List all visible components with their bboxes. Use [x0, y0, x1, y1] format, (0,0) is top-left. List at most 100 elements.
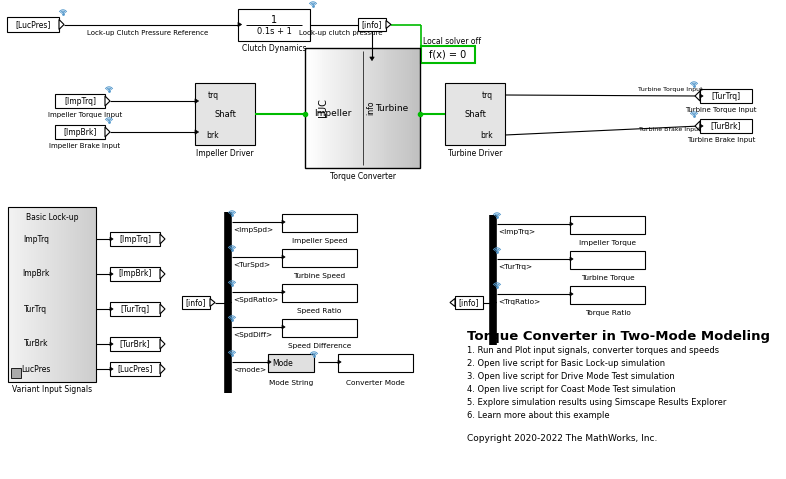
Text: ImpBrk: ImpBrk	[22, 270, 50, 278]
Text: 3. Open live script for Drive Mode Test simulation: 3. Open live script for Drive Mode Test …	[467, 372, 674, 381]
Text: <TurSpd>: <TurSpd>	[233, 262, 270, 268]
Text: Impeller: Impeller	[314, 109, 351, 117]
Text: [LucPres]: [LucPres]	[15, 20, 50, 29]
Bar	[83, 207, 86, 382]
Text: info: info	[366, 101, 375, 115]
Bar	[46, 207, 49, 382]
Polygon shape	[238, 23, 241, 27]
Bar	[445, 83, 505, 145]
Polygon shape	[338, 360, 341, 364]
Polygon shape	[450, 298, 455, 307]
Bar	[75, 207, 77, 382]
Text: Turbine Torque Input: Turbine Torque Input	[685, 107, 757, 113]
Bar	[90, 207, 93, 382]
Text: Impeller Brake Input: Impeller Brake Input	[50, 143, 120, 149]
Text: [info]: [info]	[459, 298, 479, 307]
Bar	[79, 207, 81, 382]
Bar	[397, 48, 399, 168]
Bar	[393, 48, 395, 168]
Text: Impeller Torque Input: Impeller Torque Input	[48, 112, 122, 118]
Bar	[314, 48, 317, 168]
Bar	[73, 207, 75, 382]
Bar	[337, 48, 340, 168]
Bar	[282, 249, 357, 267]
Bar	[19, 207, 20, 382]
Bar	[357, 48, 359, 168]
Polygon shape	[110, 307, 113, 311]
Bar	[330, 48, 332, 168]
Bar	[110, 302, 160, 316]
Bar	[414, 48, 417, 168]
Bar	[343, 48, 346, 168]
Bar	[53, 207, 56, 382]
Bar	[405, 48, 407, 168]
Text: brk: brk	[481, 130, 494, 139]
Bar	[402, 48, 405, 168]
Bar	[57, 207, 60, 382]
Bar	[345, 48, 347, 168]
Bar	[410, 48, 413, 168]
Text: Impeller Speed: Impeller Speed	[292, 238, 347, 244]
Polygon shape	[160, 339, 165, 349]
Bar	[351, 48, 354, 168]
Polygon shape	[282, 255, 285, 259]
Text: [TurTrq]: [TurTrq]	[711, 91, 740, 101]
Text: Torque Converter in Two-Mode Modeling: Torque Converter in Two-Mode Modeling	[467, 330, 770, 343]
Text: Converter Mode: Converter Mode	[346, 380, 405, 386]
Polygon shape	[268, 360, 271, 364]
Text: Impeller Torque: Impeller Torque	[579, 240, 636, 246]
Text: [info]: [info]	[185, 298, 206, 307]
Bar	[52, 207, 54, 382]
Bar	[268, 354, 314, 372]
Bar	[305, 48, 307, 168]
Polygon shape	[700, 124, 703, 128]
Bar	[317, 48, 319, 168]
Bar	[406, 48, 409, 168]
Bar	[64, 207, 67, 382]
Polygon shape	[695, 91, 700, 101]
Bar	[340, 48, 342, 168]
Bar	[26, 207, 28, 382]
Bar	[12, 207, 14, 382]
Bar	[282, 214, 357, 232]
Bar	[385, 48, 388, 168]
Bar	[66, 207, 68, 382]
Bar	[77, 207, 79, 382]
Bar	[391, 48, 394, 168]
Text: [ImpTrq]: [ImpTrq]	[64, 96, 96, 105]
Bar	[361, 48, 363, 168]
Text: <SpdRatio>: <SpdRatio>	[233, 297, 278, 303]
Bar	[369, 48, 371, 168]
Text: 6. Learn more about this example: 6. Learn more about this example	[467, 411, 610, 420]
Bar	[358, 18, 386, 31]
Bar	[700, 119, 752, 133]
Polygon shape	[493, 300, 497, 305]
Bar	[338, 354, 413, 372]
Polygon shape	[160, 364, 165, 374]
Text: Local solver off: Local solver off	[423, 36, 481, 46]
Bar	[347, 48, 350, 168]
Text: Torque Converter: Torque Converter	[329, 171, 395, 181]
Bar	[50, 207, 53, 382]
Bar	[195, 83, 255, 145]
Polygon shape	[570, 222, 573, 226]
Bar	[42, 207, 44, 382]
Bar	[326, 48, 329, 168]
Bar	[31, 207, 33, 382]
Text: 2. Open live script for Basic Lock-up simulation: 2. Open live script for Basic Lock-up si…	[467, 359, 665, 368]
Bar	[80, 207, 83, 382]
Bar	[110, 232, 160, 246]
Text: Basic Lock-up: Basic Lock-up	[26, 213, 79, 221]
Text: Copyright 2020-2022 The MathWorks, Inc.: Copyright 2020-2022 The MathWorks, Inc.	[467, 434, 657, 443]
Polygon shape	[110, 237, 113, 241]
Polygon shape	[386, 21, 391, 28]
Polygon shape	[160, 234, 165, 244]
Polygon shape	[59, 20, 64, 30]
Bar	[421, 46, 475, 63]
Bar	[309, 48, 311, 168]
Bar	[409, 48, 411, 168]
Bar	[365, 48, 367, 168]
Text: Shaft: Shaft	[214, 110, 236, 118]
Bar	[378, 48, 380, 168]
Bar	[334, 48, 336, 168]
